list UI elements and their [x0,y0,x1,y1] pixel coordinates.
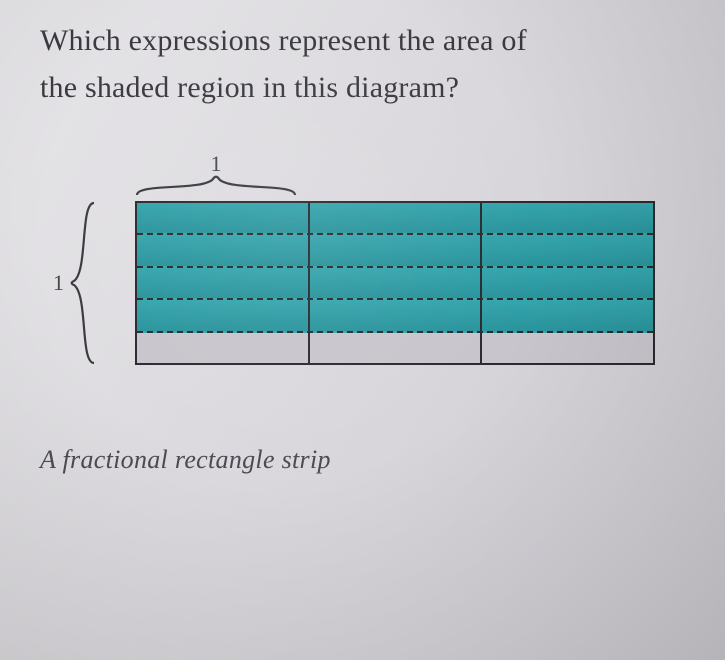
question-prompt: Which expressions represent the area of … [40,18,695,111]
diagram-caption: A fractional rectangle strip [40,445,695,475]
left-brace-label: 1 [53,270,64,296]
worksheet-page: Which expressions represent the area of … [0,0,725,660]
fraction-column [482,203,653,363]
question-line-1: Which expressions represent the area of [40,24,527,57]
fraction-diagram: 1 1 [95,201,655,365]
left-brace: 1 [53,201,98,365]
fraction-column [137,203,310,363]
brace-top-icon [135,173,297,197]
fraction-rectangle [135,201,655,365]
question-line-2: the shaded region in this diagram? [40,71,459,104]
top-brace: 1 [135,151,297,202]
brace-left-icon [68,201,98,365]
fraction-column [310,203,483,363]
column-overlay [137,203,653,363]
